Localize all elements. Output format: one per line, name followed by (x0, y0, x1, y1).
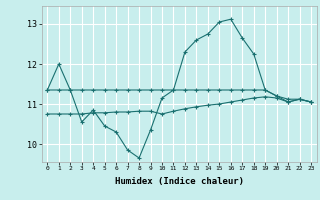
X-axis label: Humidex (Indice chaleur): Humidex (Indice chaleur) (115, 177, 244, 186)
